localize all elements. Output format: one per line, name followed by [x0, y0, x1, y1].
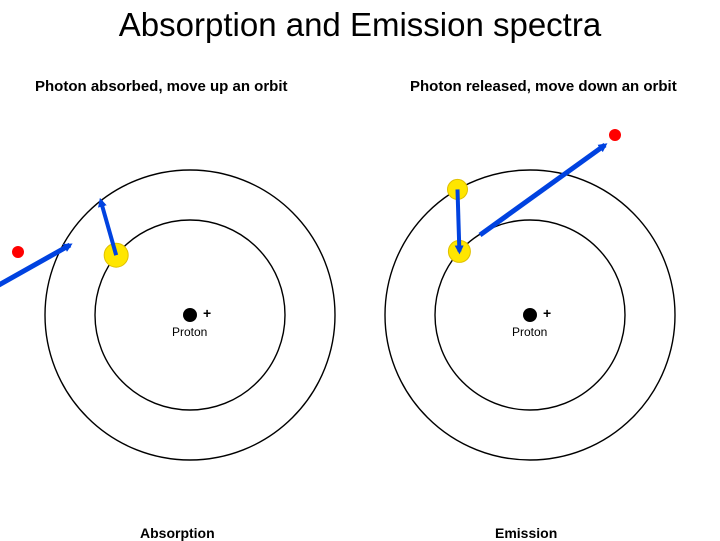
- right-nucleus: [523, 308, 537, 322]
- left-electron-inner: [104, 243, 128, 267]
- nucleus-plus-left: +: [203, 305, 211, 321]
- outgoing-photon-dot: [609, 129, 621, 141]
- proton-label-left: Proton: [172, 325, 207, 339]
- incoming-photon-arrow: [0, 245, 70, 290]
- right-transition-arrow: [458, 189, 460, 251]
- left-nucleus: [183, 308, 197, 322]
- nucleus-plus-right: +: [543, 305, 551, 321]
- incoming-photon-dot: [12, 246, 24, 258]
- proton-label-right: Proton: [512, 325, 547, 339]
- diagram-canvas: [0, 0, 720, 540]
- emission-label: Emission: [495, 525, 557, 541]
- absorption-label: Absorption: [140, 525, 215, 541]
